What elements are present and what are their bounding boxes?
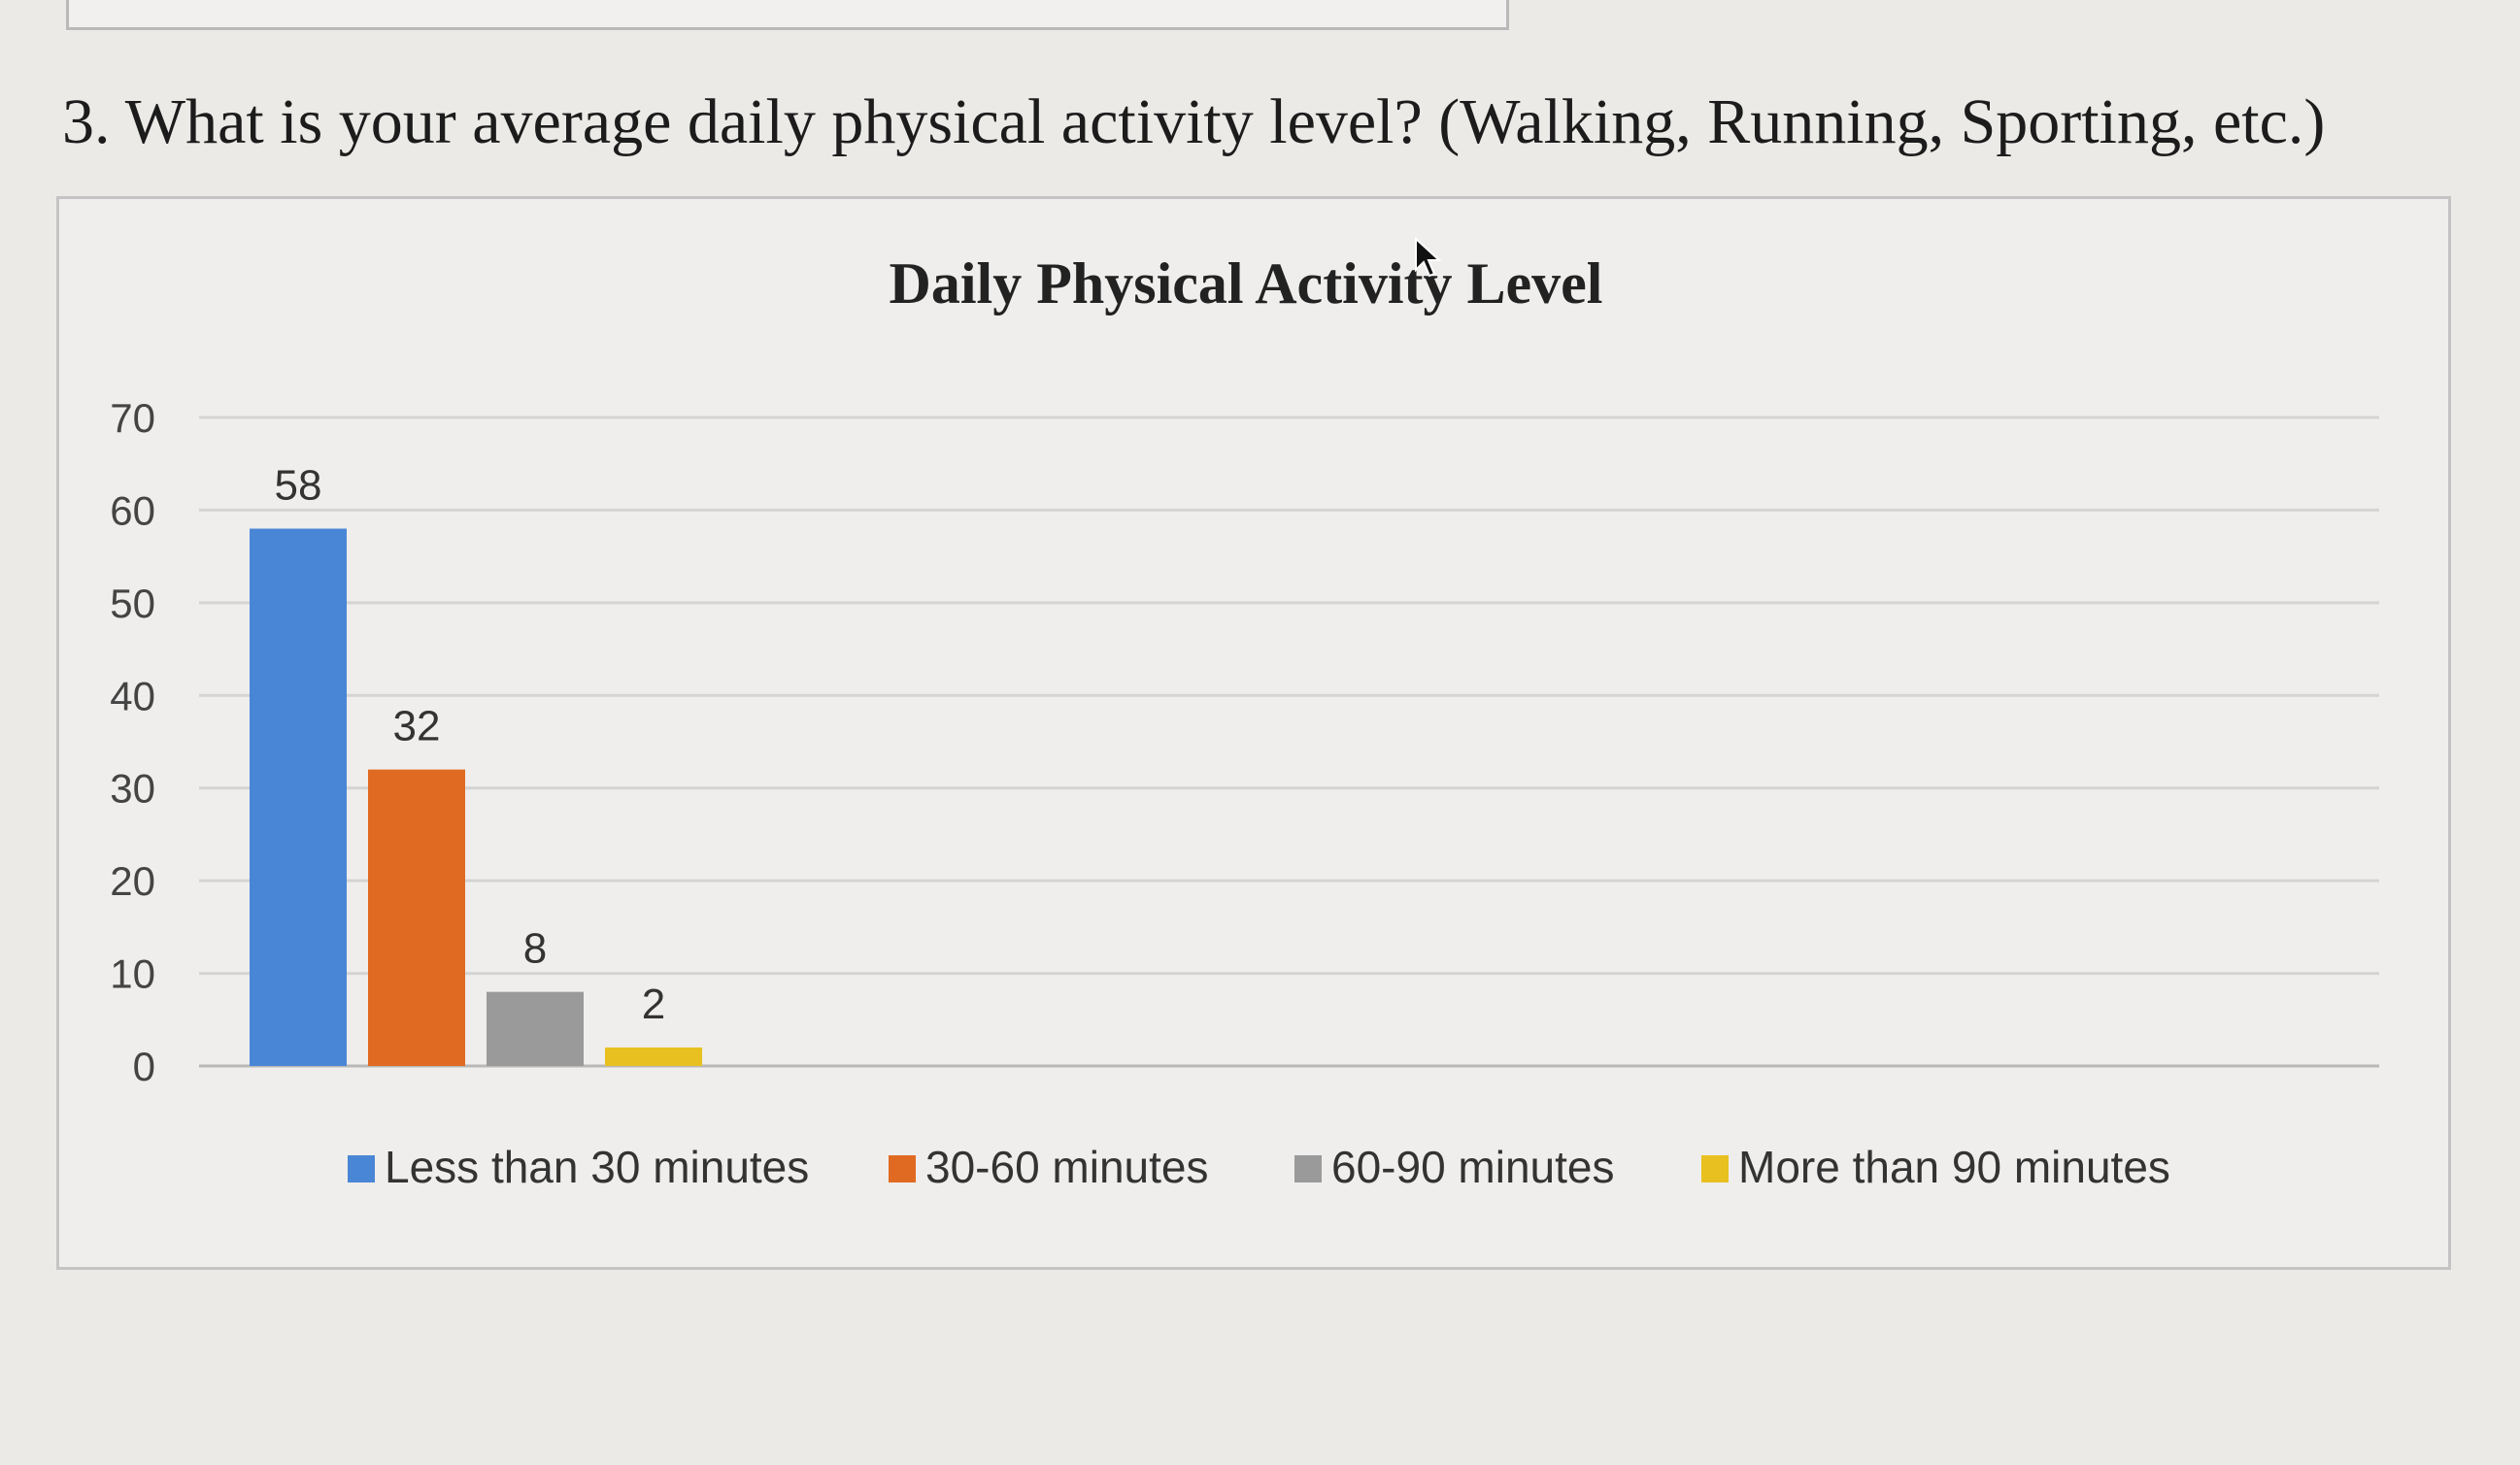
legend-label: 60-90 minutes	[1331, 1142, 1615, 1192]
gridlines	[199, 416, 2379, 1068]
question-text: 3. What is your average daily physical a…	[62, 86, 2326, 157]
legend-swatch	[889, 1155, 916, 1182]
y-tick-label: 40	[110, 673, 155, 718]
previous-question-box	[66, 0, 1509, 30]
legend-swatch	[1701, 1155, 1729, 1182]
bar-3	[487, 991, 584, 1066]
chart-title: Daily Physical Activity Level	[890, 251, 1603, 316]
mouse-cursor-icon	[1415, 237, 1442, 278]
y-tick-label: 60	[110, 487, 155, 533]
legend-label: Less than 30 minutes	[385, 1142, 809, 1192]
data-label: 32	[393, 703, 441, 750]
bar-1	[250, 528, 347, 1066]
y-tick-label: 30	[110, 766, 155, 812]
bar-2	[368, 769, 465, 1066]
y-axis-ticks: 0 10 20 30 40 50 60 70	[110, 395, 155, 1089]
y-tick-label: 0	[133, 1044, 155, 1089]
y-tick-label: 20	[110, 858, 155, 904]
chart-frame	[56, 196, 2451, 1270]
y-tick-label: 70	[110, 395, 155, 441]
data-labels: 58 32 8 2	[275, 462, 666, 1028]
legend: Less than 30 minutes 30-60 minutes 60-90 m…	[348, 1142, 2170, 1192]
legend-label: 30-60 minutes	[925, 1142, 1209, 1192]
data-label: 8	[523, 925, 547, 973]
bars	[250, 528, 702, 1066]
data-label: 2	[642, 981, 665, 1028]
data-label: 58	[275, 462, 322, 510]
bar-4	[605, 1047, 702, 1066]
legend-swatch	[348, 1155, 375, 1182]
y-tick-label: 50	[110, 581, 155, 626]
legend-swatch	[1294, 1155, 1322, 1182]
legend-label: More than 90 minutes	[1738, 1142, 2170, 1192]
y-tick-label: 10	[110, 951, 155, 997]
